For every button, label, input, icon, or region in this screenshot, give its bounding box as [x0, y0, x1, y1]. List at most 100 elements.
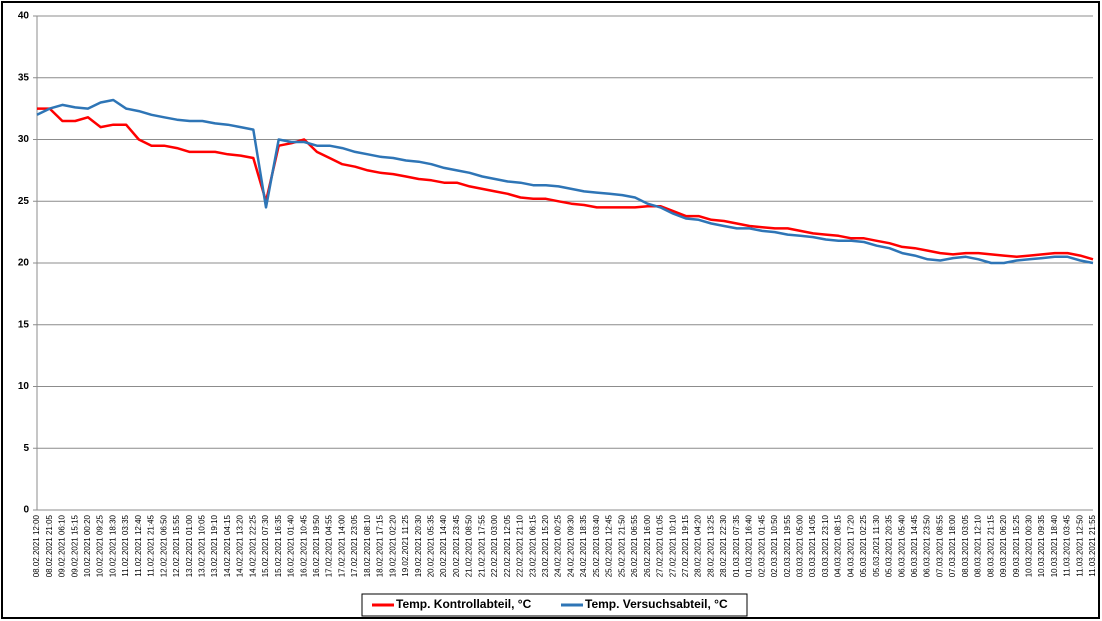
x-tick-label: 06.03.2021 14:45 — [910, 514, 919, 577]
x-tick-label: 28.02.2021 22:30 — [719, 514, 728, 577]
x-tick-label: 10.03.2021 09:35 — [1037, 514, 1046, 577]
x-tick-label: 15.02.2021 07:30 — [261, 514, 270, 577]
x-tick-label: 23.02.2021 15:20 — [541, 514, 550, 577]
x-tick-label: 04.03.2021 17:20 — [846, 514, 855, 577]
x-tick-label: 14.02.2021 04:15 — [223, 514, 232, 577]
x-tick-label: 11.02.2021 03:35 — [121, 514, 130, 576]
x-tick-label: 02.03.2021 10:50 — [770, 514, 779, 577]
x-tick-label: 19.02.2021 11:25 — [401, 514, 410, 576]
x-tick-label: 22.02.2021 03:00 — [490, 514, 499, 577]
y-tick-label: 40 — [18, 11, 30, 22]
x-tick-label: 28.02.2021 13:25 — [706, 514, 715, 577]
x-tick-label: 09.02.2021 06:10 — [58, 514, 67, 577]
legend-label: Temp. Kontrollabteil, °C — [396, 597, 532, 611]
x-tick-label: 27.02.2021 19:15 — [681, 514, 690, 577]
x-tick-label: 11.02.2021 12:40 — [134, 514, 143, 576]
x-tick-label: 15.02.2021 16:35 — [274, 514, 283, 577]
x-tick-label: 09.03.2021 15:25 — [1012, 514, 1021, 577]
x-tick-label: 12.02.2021 06:50 — [159, 514, 168, 577]
x-tick-label: 20.02.2021 23:45 — [452, 514, 461, 577]
x-tick-label: 27.02.2021 01:05 — [656, 514, 665, 577]
x-tick-label: 08.02.2021 21:05 — [45, 514, 54, 577]
x-tick-label: 14.02.2021 22:25 — [248, 514, 257, 577]
legend: Temp. Kontrollabteil, °C Temp. Versuchsab… — [361, 593, 748, 617]
x-tick-label: 12.02.2021 15:55 — [172, 514, 181, 577]
x-tick-label: 05.03.2021 20:35 — [885, 514, 894, 577]
y-tick-label: 5 — [23, 443, 29, 454]
x-tick-label: 16.02.2021 01:40 — [287, 514, 296, 577]
x-tick-label: 25.02.2021 21:50 — [617, 514, 626, 577]
legend-box — [361, 593, 748, 617]
x-tick-label: 21.02.2021 17:55 — [477, 514, 486, 577]
y-tick-label: 10 — [18, 381, 30, 392]
x-tick-label: 08.03.2021 21:15 — [986, 514, 995, 577]
x-tick-label: 03.03.2021 23:10 — [821, 514, 830, 577]
x-tick-label: 02.03.2021 01:45 — [757, 514, 766, 577]
x-tick-label: 07.03.2021 08:55 — [935, 514, 944, 577]
x-tick-label: 09.03.2021 06:20 — [999, 514, 1008, 577]
x-tick-label: 18.02.2021 08:10 — [363, 514, 372, 577]
x-tick-label: 01.03.2021 16:40 — [745, 514, 754, 577]
y-tick-label: 25 — [18, 196, 30, 207]
x-tick-label: 24.02.2021 09:30 — [566, 514, 575, 577]
x-tick-label: 16.02.2021 10:45 — [299, 514, 308, 577]
x-tick-label: 26.02.2021 06:55 — [630, 514, 639, 577]
x-tick-label: 06.03.2021 05:40 — [897, 514, 906, 577]
x-tick-label: 06.03.2021 23:50 — [923, 514, 932, 577]
x-tick-label: 22.02.2021 21:10 — [516, 514, 525, 577]
x-tick-label: 17.02.2021 14:00 — [337, 514, 346, 577]
x-tick-label: 08.03.2021 12:10 — [974, 514, 983, 577]
x-tick-label: 10.02.2021 18:30 — [108, 514, 117, 577]
x-tick-label: 01.03.2021 07:35 — [732, 514, 741, 577]
x-tick-label: 20.02.2021 14:40 — [439, 514, 448, 577]
x-tick-label: 08.03.2021 03:05 — [961, 514, 970, 577]
x-tick-label: 21.02.2021 08:50 — [465, 514, 474, 577]
series-line — [36, 98, 1094, 265]
x-tick-label: 16.02.2021 19:50 — [312, 514, 321, 577]
x-tick-label: 25.02.2021 12:45 — [605, 514, 614, 577]
x-tick-label: 11.03.2021 03:45 — [1063, 514, 1072, 576]
x-tick-label: 13.02.2021 19:10 — [210, 514, 219, 577]
x-tick-label: 03.03.2021 14:05 — [808, 514, 817, 577]
x-tick-label: 11.03.2021 21:55 — [1088, 514, 1097, 576]
x-tick-label: 13.02.2021 10:05 — [198, 514, 207, 577]
x-tick-label: 07.03.2021 18:00 — [948, 514, 957, 577]
x-tick-label: 24.02.2021 00:25 — [554, 514, 563, 577]
y-tick-label: 35 — [18, 72, 30, 83]
x-tick-label: 10.03.2021 00:30 — [1024, 514, 1033, 577]
y-tick-label: 20 — [18, 258, 30, 269]
x-tick-label: 19.02.2021 02:20 — [388, 514, 397, 577]
x-tick-label: 10.03.2021 18:40 — [1050, 514, 1059, 577]
x-tick-label: 11.02.2021 21:45 — [147, 514, 156, 576]
x-tick-label: 13.02.2021 01:00 — [185, 514, 194, 577]
x-tick-label: 19.02.2021 20:30 — [414, 514, 423, 577]
x-tick-label: 17.02.2021 04:55 — [325, 514, 334, 577]
x-tick-label: 10.02.2021 00:20 — [83, 514, 92, 577]
series-line — [37, 107, 1094, 261]
x-tick-label: 27.02.2021 10:10 — [668, 514, 677, 577]
x-tick-label: 02.03.2021 19:55 — [783, 514, 792, 577]
x-tick-label: 11.03.2021 12:50 — [1075, 514, 1084, 576]
x-tick-label: 17.02.2021 23:05 — [350, 514, 359, 577]
x-tick-label: 14.02.2021 13:20 — [236, 514, 245, 577]
x-tick-label: 22.02.2021 12:05 — [503, 514, 512, 577]
x-tick-label: 18.02.2021 17:15 — [376, 514, 385, 577]
y-tick-label: 0 — [23, 505, 29, 516]
x-tick-label: 24.02.2021 18:35 — [579, 514, 588, 577]
x-tick-label: 10.02.2021 09:25 — [96, 514, 105, 577]
x-tick-label: 20.02.2021 05:35 — [427, 514, 436, 577]
x-tick-label: 05.03.2021 11:30 — [872, 514, 881, 576]
x-tick-label: 04.03.2021 08:15 — [834, 514, 843, 577]
y-tick-label: 30 — [18, 134, 30, 145]
x-tick-label: 25.02.2021 03:40 — [592, 514, 601, 577]
x-tick-label: 05.03.2021 02:25 — [859, 514, 868, 577]
x-tick-label: 23.02.2021 06:15 — [528, 514, 537, 577]
legend-label: Temp. Versuchsabteil, °C — [585, 597, 728, 611]
x-tick-label: 03.03.2021 05:00 — [795, 514, 804, 577]
x-tick-label: 08.02.2021 12:00 — [32, 514, 41, 577]
x-tick-label: 28.02.2021 04:20 — [694, 514, 703, 577]
x-tick-label: 26.02.2021 16:00 — [643, 514, 652, 577]
x-tick-label: 09.02.2021 15:15 — [70, 514, 79, 577]
